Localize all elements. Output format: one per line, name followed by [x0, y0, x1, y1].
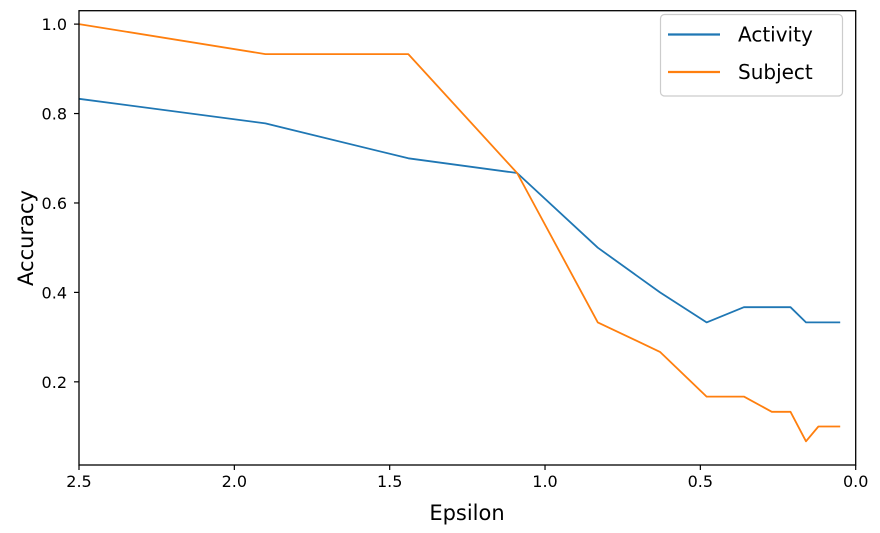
legend-subject-label: Subject — [738, 60, 813, 84]
series-lines — [78, 23, 841, 443]
x-tick-label: 2.5 — [66, 472, 91, 491]
y-tick-label: 0.2 — [42, 373, 67, 392]
x-tick-label: 1.0 — [532, 472, 557, 491]
y-tick-label: 0.4 — [42, 283, 67, 302]
y-axis-ticks: 0.2 0.4 0.6 0.8 1.0 — [42, 15, 79, 392]
x-tick-label: 0.0 — [843, 472, 868, 491]
legend-activity-label: Activity — [738, 23, 813, 47]
x-axis-label: Epsilon — [429, 501, 504, 525]
y-axis-label: Accuracy — [14, 190, 38, 286]
subject-line — [78, 23, 841, 443]
y-tick-label: 1.0 — [42, 15, 67, 34]
x-tick-label: 1.5 — [377, 472, 402, 491]
x-axis-ticks: 2.5 2.0 1.5 1.0 0.5 0.0 — [66, 465, 868, 491]
plot-spines — [78, 10, 857, 466]
activity-line — [78, 97, 841, 324]
y-tick-label: 0.8 — [42, 105, 67, 124]
legend: Activity Subject — [659, 13, 844, 97]
x-tick-label: 0.5 — [688, 472, 713, 491]
y-tick-label: 0.6 — [42, 194, 67, 213]
x-tick-label: 2.0 — [222, 472, 247, 491]
